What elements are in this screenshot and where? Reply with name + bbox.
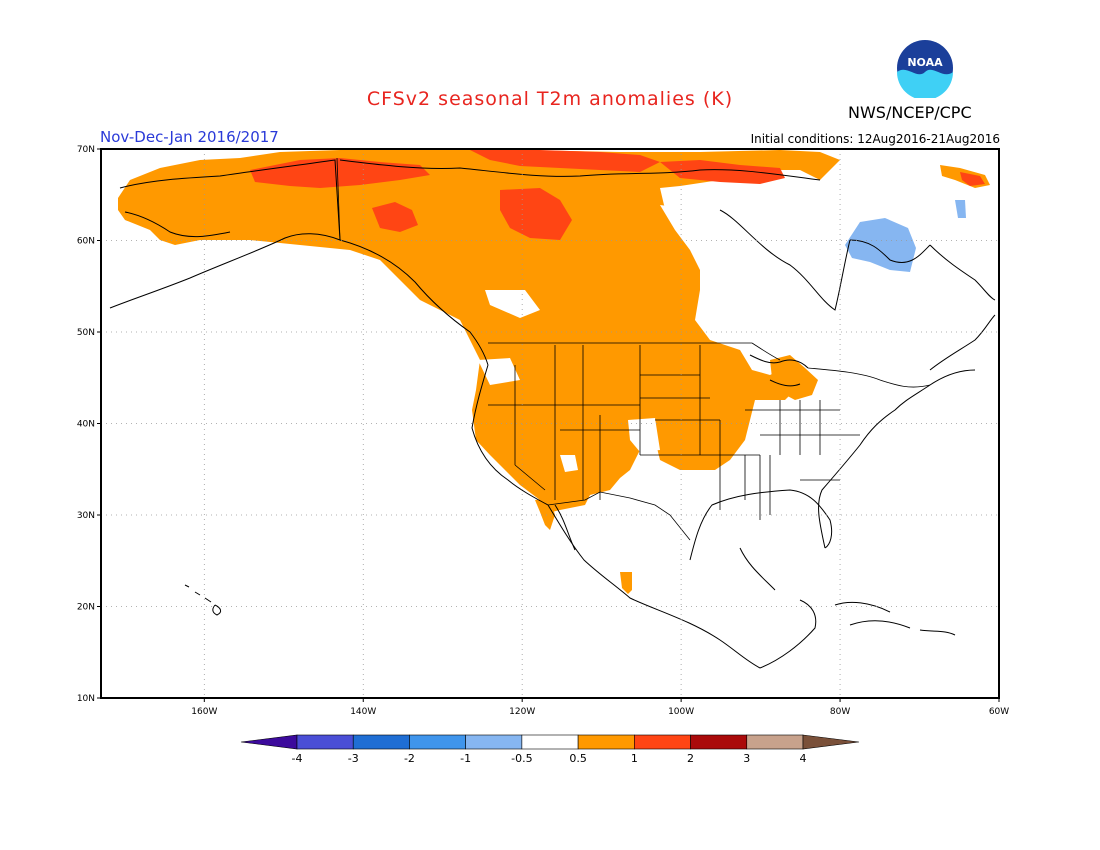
hot-region-labrador <box>960 172 985 186</box>
colorbar-label: -1 <box>460 752 471 765</box>
initial-conditions: Initial conditions: 12Aug2016-21Aug2016 <box>750 132 1000 146</box>
political-borders <box>336 157 931 541</box>
colorbar-bin <box>746 734 804 750</box>
colorbar-label: -2 <box>404 752 415 765</box>
colorbar-label: 4 <box>800 752 807 765</box>
agency-label: NWS/NCEP/CPC <box>848 103 972 122</box>
colorbar-bin <box>690 734 748 750</box>
lat-tick-label: 70N <box>77 145 95 155</box>
lat-tick-label: 20N <box>77 603 95 613</box>
neutral-hole-1 <box>660 205 720 270</box>
colorbar-bin <box>634 734 691 750</box>
lon-tick-label: 60W <box>989 707 1009 717</box>
lat-tick-label: 40N <box>77 420 95 430</box>
lat-tick-label: 10N <box>77 694 95 704</box>
colorbar-max-arrow <box>802 734 860 750</box>
colorbar-label: 0.5 <box>569 752 587 765</box>
colorbar-bin <box>465 734 523 750</box>
cool-region-small <box>955 200 966 218</box>
warm-region-north <box>118 150 840 520</box>
colorbar-bin <box>352 734 410 750</box>
colorbar-label: 1 <box>631 752 638 765</box>
neutral-hole-5 <box>560 455 578 472</box>
colorbar-bin <box>409 734 466 750</box>
neutral-hole-2 <box>485 290 540 318</box>
neutral-hole-4 <box>628 418 660 452</box>
colorbar-label: -3 <box>348 752 359 765</box>
noaa-logo-text: NOAA <box>907 56 943 69</box>
forecast-period: Nov-Dec-Jan 2016/2017 <box>100 128 279 146</box>
colorbar-bin <box>296 734 354 750</box>
warm-region-baja <box>535 498 555 530</box>
colorbar-label: -4 <box>292 752 303 765</box>
lat-tick-label: 60N <box>77 237 95 247</box>
warm-region-mexico <box>620 572 632 594</box>
colorbar-bin <box>521 734 579 750</box>
lon-tick-label: 160W <box>191 707 217 717</box>
lat-tick-label: 50N <box>77 328 95 338</box>
lat-tick-label: 30N <box>77 511 95 521</box>
lon-tick-label: 80W <box>830 707 850 717</box>
hot-region-arctic-east <box>660 160 785 184</box>
map-title: CFSv2 seasonal T2m anomalies (K) <box>366 88 734 110</box>
coastlines <box>109 159 996 669</box>
colorbar: -4 -3 -2 -1 -0.5 0.5 1 2 3 4 <box>240 734 860 765</box>
hot-region-bc <box>372 202 418 232</box>
hot-region-mackenzie <box>500 188 572 240</box>
noaa-logo-icon: NOAA <box>897 40 953 98</box>
neutral-hole-3 <box>478 358 520 385</box>
lon-tick-label: 120W <box>509 707 535 717</box>
colorbar-label: 2 <box>687 752 694 765</box>
colorbar-label: -0.5 <box>511 752 532 765</box>
anomaly-shading <box>118 150 990 594</box>
colorbar-label: 3 <box>743 752 750 765</box>
lon-tick-label: 140W <box>350 707 376 717</box>
cool-region-quebec <box>845 218 916 272</box>
colorbar-bin <box>577 734 635 750</box>
warm-region-greatlakes <box>770 355 818 400</box>
lon-tick-label: 100W <box>668 707 694 717</box>
axis-labels: 70N 60N 50N 40N 30N 20N 10N 160W 140W 120W 100W 80W… <box>77 145 1009 717</box>
hot-region-beaufort <box>470 150 660 172</box>
